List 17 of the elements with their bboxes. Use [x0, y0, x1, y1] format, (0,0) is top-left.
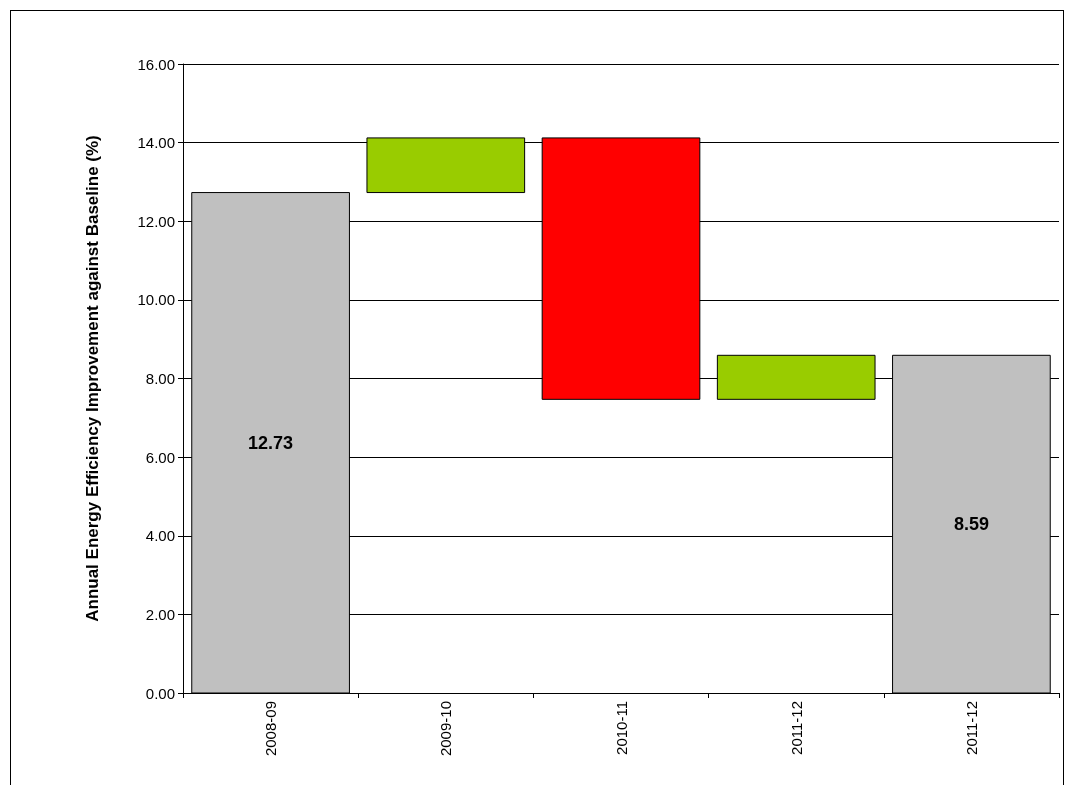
y-tick-label: 8.00 — [145, 370, 175, 387]
x-tick-label: 2009-10 — [437, 701, 455, 757]
x-tick-label: 2011-12 — [962, 701, 980, 755]
data-label: 12.73 — [248, 432, 294, 453]
y-tick-label: 4.00 — [145, 527, 175, 545]
x-tick-label: 2010-11 — [612, 701, 630, 755]
y-tick-label: 10.00 — [137, 291, 175, 309]
x-tick-label: 2008-09 — [262, 701, 280, 757]
y-tick-label: 6.00 — [145, 448, 175, 466]
y-tick-label: 14.00 — [137, 134, 175, 152]
y-tick-label: 16.00 — [137, 55, 175, 73]
data-label: 8.59 — [953, 514, 989, 535]
x-tick-label: 2011-12 — [787, 701, 805, 755]
y-tick-label: 2.00 — [145, 605, 175, 623]
y-tick-label: 12.00 — [137, 212, 175, 230]
y-axis-title: Annual Energy Efficiency Improvement against Baseline (%) — [83, 135, 102, 622]
y-tick-label: 0.00 — [145, 684, 175, 702]
